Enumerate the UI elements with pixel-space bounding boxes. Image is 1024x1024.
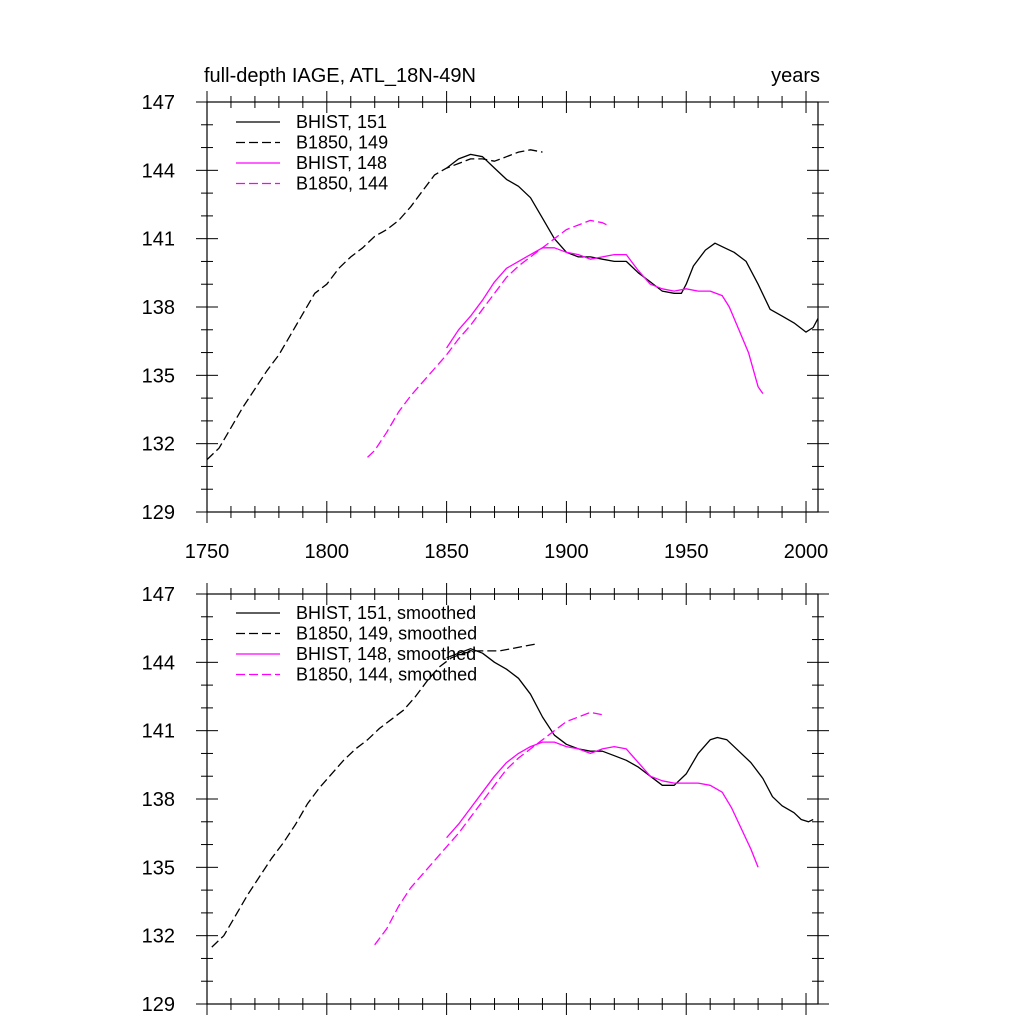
top-panel: 129 132 135 138 141 144 147 1750 1800 1850 1900 195… <box>142 91 829 563</box>
units-label: years <box>771 65 820 87</box>
y-tick-label: 129 <box>142 502 175 524</box>
series-line <box>446 741 759 868</box>
y-tick-label: 144 <box>142 652 175 674</box>
series-line <box>446 648 814 823</box>
y-tick-label: 138 <box>142 789 175 811</box>
chart-title: full-depth IAGE, ATL_18N-49N <box>204 65 476 87</box>
legend-label: B1850, 144 <box>296 174 388 194</box>
legend-label: BHIST, 151, smoothed <box>296 603 476 623</box>
legend-label: BHIST, 148 <box>296 153 387 173</box>
x-tick-label: 1950 <box>664 541 709 563</box>
y-tick-label: 129 <box>142 994 175 1016</box>
y-tick-label: 132 <box>142 926 175 948</box>
legend-label: B1850, 144, smoothed <box>296 665 477 685</box>
y-tick-label: 141 <box>142 721 175 743</box>
x-tick-label: 1800 <box>305 541 350 563</box>
x-tick-label: 1750 <box>185 541 230 563</box>
legend-label: B1850, 149 <box>296 133 388 153</box>
x-tick-label: 1850 <box>424 541 469 563</box>
y-tick-label: 135 <box>142 857 175 879</box>
y-tick-label: 138 <box>142 297 175 319</box>
bottom-panel: 129 132 135 138 141 144 147 BHIST, 151, smoothe… <box>142 583 829 1016</box>
series-line <box>446 153 819 333</box>
legend-label: BHIST, 148, smoothed <box>296 644 476 664</box>
legend-label: B1850, 149, smoothed <box>296 624 477 644</box>
y-tick-label: 135 <box>142 365 175 387</box>
y-tick-label: 144 <box>142 160 175 182</box>
series-line <box>206 149 543 461</box>
series-line <box>367 219 608 458</box>
y-tick-label: 147 <box>142 92 175 114</box>
x-tick-label: 1900 <box>544 541 589 563</box>
y-tick-label: 141 <box>142 229 175 251</box>
y-tick-label: 132 <box>142 434 175 456</box>
legend-label: BHIST, 151 <box>296 112 387 132</box>
y-tick-label: 147 <box>142 584 175 606</box>
x-tick-label: 2000 <box>784 541 829 563</box>
series-line <box>446 247 764 394</box>
series-line <box>211 643 536 948</box>
series-line <box>374 711 603 946</box>
